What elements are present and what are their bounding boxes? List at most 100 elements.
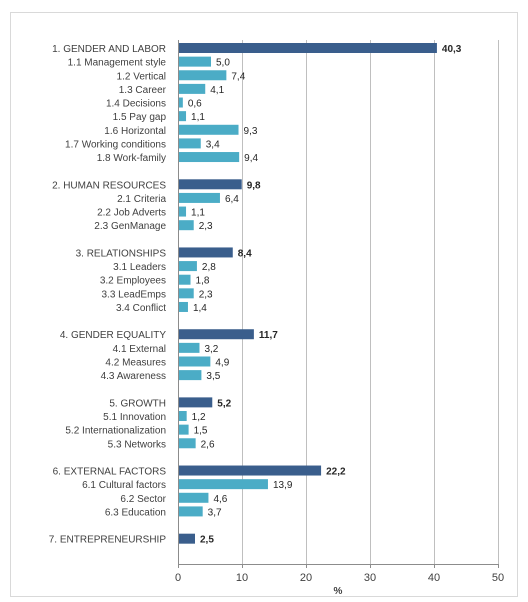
subcategory-bar [179, 438, 196, 449]
data-label: 3,7 [208, 507, 222, 518]
group-label: 1. GENDER AND LABOR [52, 44, 166, 55]
subcategory-bar [179, 356, 211, 367]
subcategory-bar [179, 192, 220, 203]
subcategory-bar [179, 124, 239, 135]
gridlines [242, 40, 499, 564]
group-bar [179, 533, 195, 544]
data-label: 1,5 [194, 426, 208, 437]
subcategory-label: 3.1 Leaders [113, 262, 166, 273]
subcategory-label: 6.3 Education [105, 507, 166, 518]
subcategory-bar [179, 261, 197, 272]
subcategory-bar [179, 479, 268, 490]
subcategory-label: 2.2 Job Adverts [97, 208, 166, 219]
subcategory-label: 1.8 Work-family [97, 153, 166, 164]
data-label: 9,3 [244, 126, 258, 137]
data-label: 9,8 [247, 180, 261, 191]
subcategory-label: 2.3 GenManage [94, 221, 166, 232]
data-label: 3,5 [206, 371, 220, 382]
subcategory-bar [179, 301, 188, 312]
subcategory-bar [179, 370, 202, 381]
group-bar [179, 43, 437, 53]
data-label: 1,8 [196, 276, 210, 287]
group-bar [179, 247, 233, 258]
data-label: 5,0 [216, 58, 230, 69]
bars [179, 43, 437, 544]
x-tick-label: 20 [300, 572, 312, 584]
subcategory-bar [179, 274, 191, 285]
subcategory-bar [179, 424, 189, 435]
subcategory-label: 1.3 Career [119, 85, 167, 96]
subcategory-bar [179, 97, 183, 108]
x-tick-label: 10 [236, 572, 248, 584]
x-tick-label: 50 [492, 572, 504, 584]
group-bar [179, 329, 254, 340]
group-label: 4. GENDER EQUALITY [60, 330, 166, 341]
data-label: 2,5 [200, 535, 214, 546]
subcategory-label: 1.4 Decisions [106, 99, 166, 110]
data-label: 1,1 [191, 112, 205, 123]
value-labels: 40,3 5,07,4 4,1 0,6 1,1 9,3 3,4 9,4 9,8 6,4 1,1 2,3… [188, 44, 462, 546]
data-label: 4,1 [210, 85, 224, 96]
subcategory-bar [179, 56, 211, 67]
data-label: 7,4 [231, 71, 245, 82]
group-bar [179, 397, 213, 408]
x-axis-title: % [334, 586, 343, 597]
subcategory-bar [179, 138, 201, 149]
subcategory-bar [179, 342, 200, 353]
subcategory-bar [179, 492, 209, 503]
subcategory-label: 3.2 Employees [100, 276, 166, 287]
subcategory-bar [179, 111, 187, 122]
group-label: 2. HUMAN RESOURCES [52, 180, 166, 191]
subcategory-bar [179, 70, 227, 81]
group-label: 7. ENTREPRENEURSHIP [49, 535, 167, 546]
data-label: 1,1 [191, 208, 205, 219]
x-tick-label: 40 [428, 572, 440, 584]
subcategory-label: 1.1 Management style [68, 58, 167, 69]
x-tick-label: 30 [364, 572, 376, 584]
x-tick-label: 0 [175, 572, 181, 584]
data-label: 11,7 [259, 330, 278, 341]
subcategory-label: 5.2 Internationalization [65, 426, 166, 437]
data-label: 2,8 [202, 262, 216, 273]
subcategory-bar [179, 220, 194, 231]
subcategory-bar [179, 506, 203, 517]
group-label: 3. RELATIONSHIPS [76, 248, 167, 259]
subcategory-label: 1.7 Working conditions [65, 139, 166, 150]
group-bar [179, 465, 322, 476]
data-label: 22,2 [326, 467, 346, 478]
data-label: 2,6 [201, 439, 215, 450]
subcategory-bar [179, 206, 187, 217]
x-axis: 0 10 20 30 40 50% [175, 40, 504, 597]
category-labels: 1. GENDER AND LABOR 1.1 Management style 1… [49, 44, 167, 546]
data-label: 6,4 [225, 194, 239, 205]
data-label: 3,4 [206, 139, 220, 150]
data-label: 2,3 [199, 289, 213, 300]
data-label: 5,2 [217, 398, 231, 409]
group-label: 5. GROWTH [109, 398, 166, 409]
subcategory-bar [179, 83, 206, 94]
subcategory-label: 4.3 Awareness [101, 371, 166, 382]
subcategory-label: 4.2 Measures [105, 357, 166, 368]
data-label: 4,9 [215, 357, 229, 368]
data-label: 3,2 [204, 344, 218, 355]
group-bar [179, 179, 242, 190]
subcategory-bar [179, 288, 194, 299]
subcategory-bar [179, 411, 187, 422]
data-label: 13,9 [273, 480, 293, 491]
subcategory-label: 5.1 Innovation [103, 412, 166, 423]
group-label: 6. EXTERNAL FACTORS [53, 467, 167, 478]
data-label: 9,4 [244, 153, 258, 164]
subcategory-label: 6.1 Cultural factors [82, 480, 166, 491]
subcategory-label: 1.5 Pay gap [113, 112, 167, 123]
subcategory-label: 4.1 External [113, 344, 166, 355]
data-label: 1,4 [193, 303, 207, 314]
data-label: 0,6 [188, 99, 202, 110]
data-label: 1,2 [192, 412, 206, 423]
data-label: 40,3 [442, 44, 462, 55]
data-label: 8,4 [238, 248, 252, 259]
subcategory-label: 3.4 Conflict [116, 303, 166, 314]
data-label: 2,3 [199, 221, 213, 232]
data-label: 4,6 [213, 494, 227, 505]
